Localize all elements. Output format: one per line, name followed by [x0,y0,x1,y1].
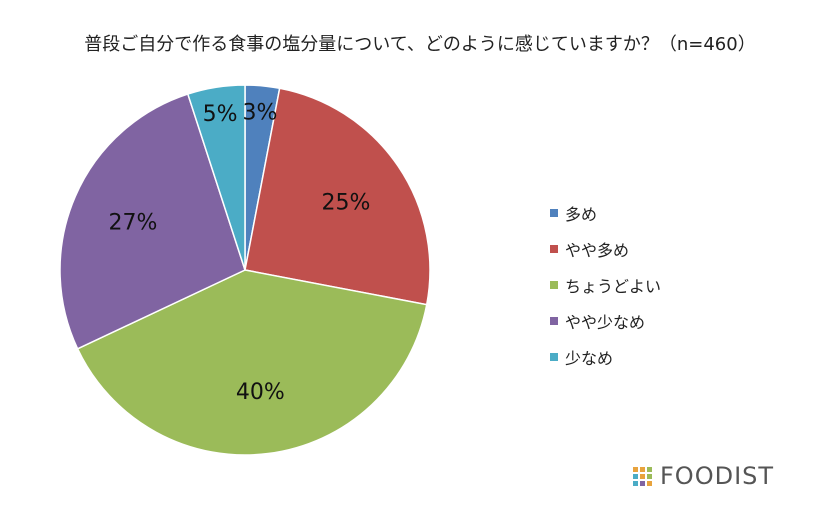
legend-label: ちょうどよい [565,277,662,296]
legend-item: 少なめ [550,348,661,368]
data-label-2: 25% [322,190,371,215]
legend-item: やや少なめ [550,312,661,332]
logo-dot [647,466,652,472]
pie-slice-3 [76,269,428,456]
pie-slices [59,84,431,456]
pie-slice-4 [59,93,246,350]
pie-slice-5 [186,84,246,271]
logo-dot [640,480,645,486]
pie-data-labels: 3% 25% 40% 27% 5% [108,101,370,406]
legend-label: 少なめ [565,349,614,368]
data-label-5: 5% [203,102,238,127]
grid-dots-icon [633,466,652,486]
legend-item: やや多め [550,240,661,260]
data-label-4: 27% [108,211,157,236]
legend-swatch [550,353,558,361]
logo-dot [633,480,638,486]
data-label-3: 40% [236,380,285,405]
legend-item: 多め [550,204,661,224]
chart-title: 普段ご自分で作る食事の塩分量について、どのように感じていますか？（n=460） [84,34,756,55]
logo-dot [633,466,638,472]
logo-dot [640,473,645,479]
logo-dot [640,466,645,472]
data-label-1: 3% [243,101,278,126]
legend-label: 多め [565,205,598,224]
logo-dot [647,473,652,479]
legend-label: やや多め [565,241,630,260]
logo-dot [647,480,652,486]
chart-legend: 多めやや多めちょうどよい やや少なめ少なめ [550,204,661,384]
legend-swatch [550,245,558,253]
legend-label: やや少なめ [565,313,646,332]
logo-dot [633,473,638,479]
brand-name: FOODIST [660,462,775,490]
legend-swatch [550,209,558,217]
foodist-logo: FOODIST [633,462,774,490]
legend-swatch [550,281,558,289]
legend-swatch [550,317,558,325]
legend-item: ちょうどよい [550,276,662,296]
pie-slice-2 [244,87,431,306]
